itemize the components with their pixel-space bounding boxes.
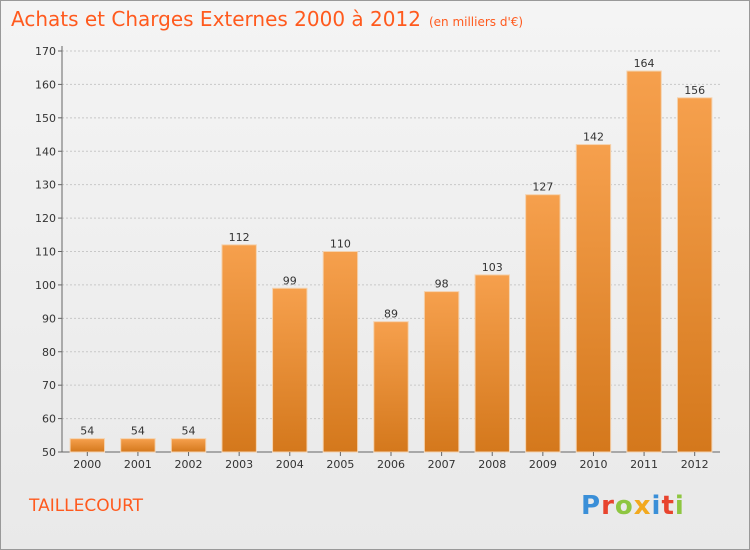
- bar-value-label: 54: [182, 425, 196, 438]
- bar: [676, 97, 713, 453]
- y-tick-label: 150: [35, 112, 56, 125]
- bar-value-label: 110: [330, 238, 351, 251]
- y-tick-label: 140: [35, 145, 56, 158]
- bar: [373, 321, 409, 453]
- y-tick-label: 110: [35, 246, 56, 259]
- bar-value-label: 112: [229, 231, 250, 244]
- logo-letter: o: [614, 491, 634, 521]
- logo-letter: i: [674, 491, 685, 521]
- y-tick-label: 70: [42, 379, 56, 392]
- x-tick-label: 2000: [73, 458, 101, 471]
- bar: [120, 438, 156, 453]
- bar: [474, 274, 510, 453]
- x-tick-label: 2008: [478, 458, 506, 471]
- y-tick-label: 130: [35, 179, 56, 192]
- bar: [322, 251, 359, 453]
- x-tick-label: 2002: [175, 458, 203, 471]
- bar: [525, 194, 561, 453]
- chart-title-text: Achats et Charges Externes 2000 à 2012: [11, 7, 421, 31]
- y-tick-label: 160: [35, 78, 56, 91]
- x-tick-label: 2004: [276, 458, 304, 471]
- bar-value-label: 142: [583, 131, 604, 144]
- bar-value-label: 54: [131, 425, 145, 438]
- y-tick-label: 170: [35, 45, 56, 58]
- y-tick-label: 60: [42, 413, 56, 426]
- bar-value-label: 103: [482, 261, 503, 274]
- x-tick-label: 2003: [225, 458, 253, 471]
- bar: [575, 144, 612, 453]
- x-tick-label: 2012: [681, 458, 709, 471]
- bar-value-label: 89: [384, 308, 398, 321]
- y-tick-label: 100: [35, 279, 56, 292]
- logo-letter: x: [633, 491, 652, 521]
- logo-letter: i: [651, 491, 662, 521]
- x-tick-label: 2010: [579, 458, 607, 471]
- chart-title: Achats et Charges Externes 2000 à 2012 (e…: [11, 7, 523, 31]
- y-tick-label: 80: [42, 346, 56, 359]
- logo-letter: t: [661, 491, 675, 521]
- x-tick-label: 2009: [529, 458, 557, 471]
- bar-value-label: 98: [435, 278, 449, 291]
- bar-value-label: 156: [684, 84, 705, 97]
- logo-letter: P: [581, 491, 602, 521]
- bar: [69, 438, 106, 453]
- bar: [626, 70, 662, 453]
- x-tick-label: 2005: [326, 458, 354, 471]
- bar-value-label: 99: [283, 274, 297, 287]
- bar: [272, 287, 308, 453]
- y-tick-label: 90: [42, 312, 56, 325]
- x-tick-label: 2001: [124, 458, 152, 471]
- x-tick-label: 2006: [377, 458, 405, 471]
- proxiti-logo: Proxiti: [581, 491, 685, 521]
- logo-letter: r: [601, 491, 615, 521]
- bar: [221, 244, 257, 453]
- y-tick-label: 120: [35, 212, 56, 225]
- x-tick-label: 2007: [428, 458, 456, 471]
- commune-name: TAILLECOURT: [29, 496, 144, 516]
- bar-value-label: 127: [532, 181, 553, 194]
- bar-value-label: 164: [634, 57, 655, 70]
- bar: [170, 438, 207, 453]
- chart-unit: (en milliers d'€): [428, 15, 524, 29]
- y-tick-label: 50: [42, 446, 56, 459]
- x-tick-label: 2011: [630, 458, 658, 471]
- bar: [423, 291, 460, 453]
- bar-value-label: 54: [80, 425, 94, 438]
